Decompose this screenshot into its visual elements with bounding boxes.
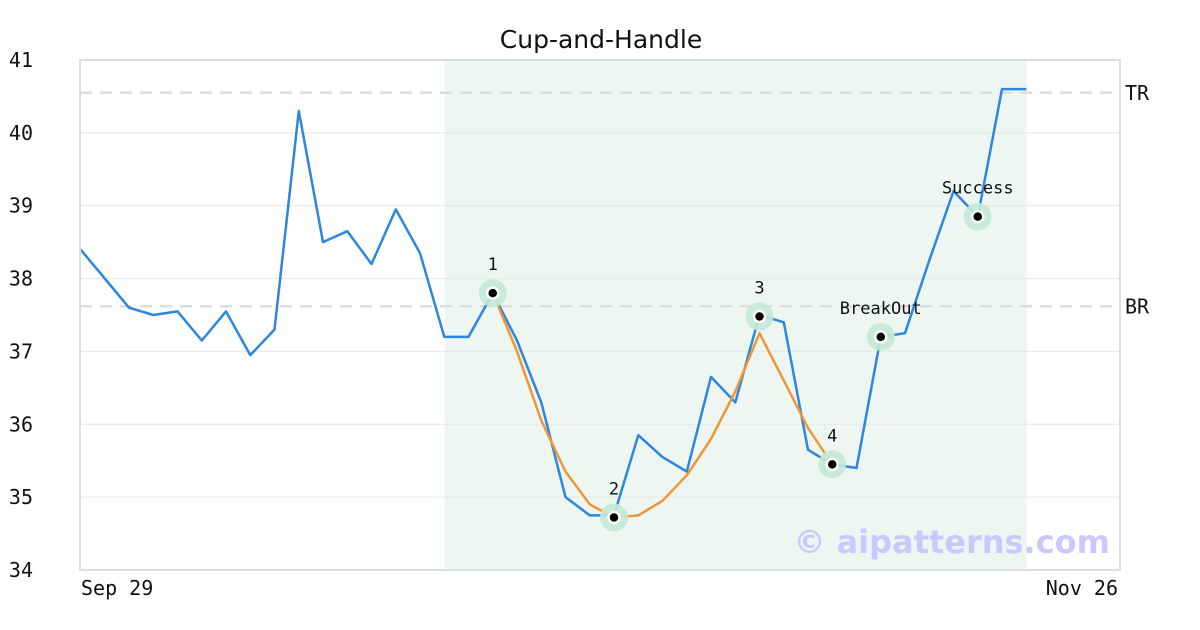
point-label: 2 [609, 480, 619, 500]
point-marker [874, 330, 888, 344]
plot-frame [79, 59, 1121, 571]
y-tick-label: 41 [9, 48, 33, 72]
y-tick-label: 39 [9, 194, 33, 218]
reference-line-label: TR [1125, 81, 1150, 105]
x-axis-ticks: Sep 29 Nov 26 [81, 576, 1118, 600]
series-line [491, 292, 834, 519]
highlight-region [444, 60, 1027, 570]
point-marker [825, 457, 839, 472]
reference-line-label: BR [1125, 294, 1150, 318]
point-label: 1 [488, 255, 498, 275]
chart-title: Cup-and-Handle [500, 25, 702, 54]
point-label: BreakOut [840, 299, 922, 319]
y-tick-label: 34 [9, 558, 33, 582]
point-marker [971, 209, 985, 224]
x-tick-label: Sep 29 [81, 576, 153, 600]
point-label: 4 [827, 426, 837, 446]
series-lines [79, 87, 1027, 519]
watermark: © aipatterns.com [793, 523, 1110, 561]
pattern-points: 1 2 3 4 BreakOut Success [478, 179, 1014, 532]
y-axis-ticks: 34 35 36 37 38 39 40 41 [9, 48, 33, 582]
y-tick-label: 38 [9, 267, 33, 291]
y-tick-label: 40 [9, 121, 33, 145]
point-marker [607, 510, 621, 525]
series-line [79, 87, 1027, 517]
y-tick-label: 35 [9, 485, 33, 509]
y-tick-label: 37 [9, 339, 33, 363]
point-label: 3 [754, 278, 764, 298]
reference-lines: TR BR [80, 81, 1150, 318]
point-marker [486, 286, 500, 300]
point-label: Success [942, 179, 1014, 199]
x-tick-label: Nov 26 [1046, 576, 1118, 600]
y-tick-label: 36 [9, 412, 33, 436]
point-marker [752, 309, 767, 324]
